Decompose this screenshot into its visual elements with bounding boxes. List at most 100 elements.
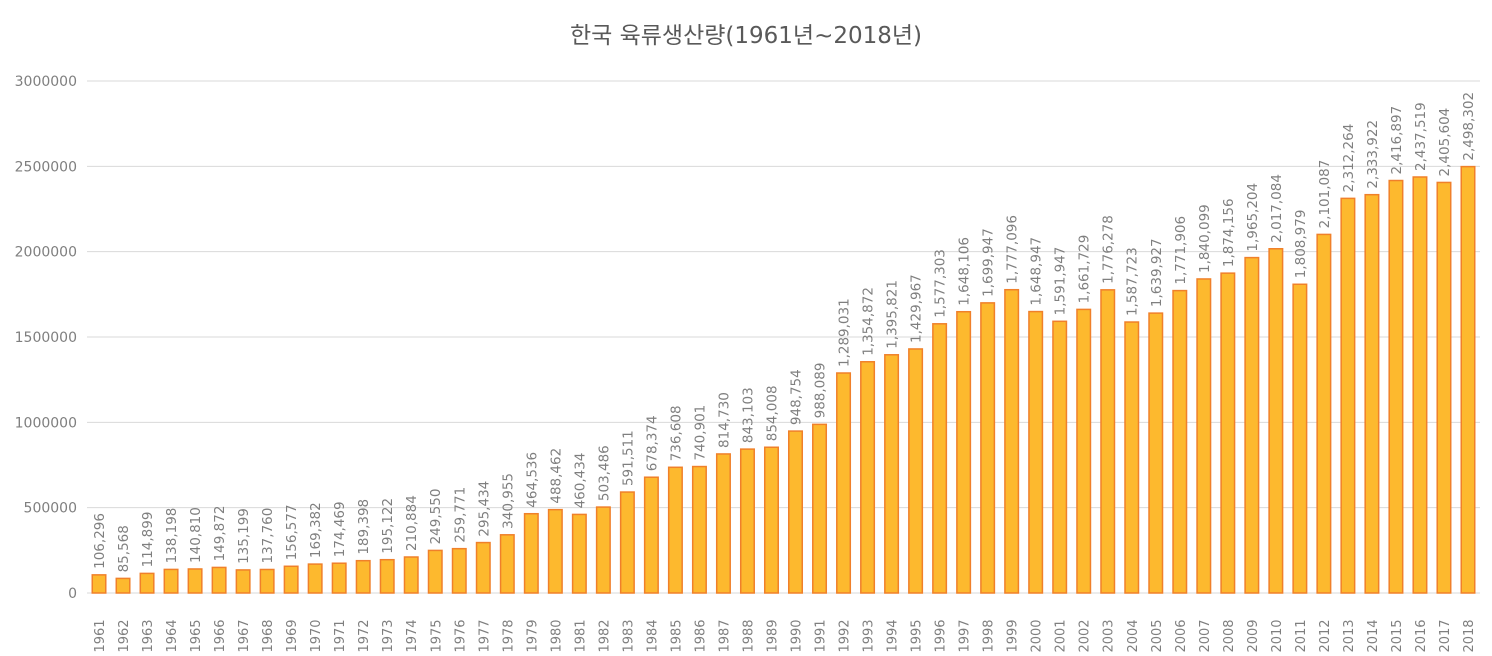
bar (812, 423, 828, 594)
y-tick-label: 1500000 (15, 330, 77, 346)
x-tick-label: 1986 (693, 619, 708, 652)
bar (643, 476, 659, 594)
x-tick-label: 2000 (1030, 619, 1045, 652)
bar (427, 549, 443, 594)
x-tick-label: 1995 (910, 619, 925, 652)
x-tick-label: 2005 (1150, 619, 1165, 652)
data-label: 295,434 (476, 481, 492, 537)
x-tick-label: 1987 (717, 619, 732, 652)
data-label: 843,103 (740, 387, 756, 443)
data-label: 195,122 (380, 498, 396, 554)
x-tick-label: 1971 (333, 619, 348, 652)
x-tick-label: 2003 (1102, 619, 1117, 652)
x-tick-label: 1973 (381, 619, 396, 652)
bar (163, 568, 179, 594)
bar (860, 361, 876, 594)
data-label: 1,661,729 (1077, 235, 1093, 304)
bar (908, 348, 924, 594)
x-tick-label: 1999 (1006, 619, 1021, 652)
x-tick-label: 1980 (549, 619, 564, 652)
data-label: 1,648,947 (1029, 237, 1045, 306)
y-tick-label: 0 (68, 586, 77, 602)
data-label: 464,536 (524, 452, 540, 508)
data-label: 1,840,099 (1197, 204, 1213, 273)
data-label: 2,312,264 (1341, 124, 1357, 193)
x-tick-label: 1977 (477, 619, 492, 652)
x-tick-label: 2007 (1198, 619, 1213, 652)
data-label: 249,550 (428, 489, 444, 545)
data-label: 854,008 (764, 385, 780, 441)
x-tick-label: 1968 (261, 619, 276, 652)
x-tick-label: 1976 (453, 619, 468, 652)
x-tick-label: 2013 (1342, 619, 1357, 652)
bar (523, 512, 539, 594)
x-tick-label: 1965 (189, 619, 204, 652)
data-labels: 106,296 85,568 114,899 138,198 140,810 149,87… (92, 92, 1477, 572)
data-label: 1,354,872 (861, 287, 877, 356)
bar (1436, 181, 1452, 594)
x-tick-label: 2010 (1270, 619, 1285, 652)
data-label: 460,434 (572, 453, 588, 509)
x-tick-label: 2009 (1246, 619, 1261, 652)
y-axis-ticks: 0 500000 1000000 1500000 2000000 2500000 30000… (15, 74, 77, 602)
bar (956, 310, 972, 594)
data-label: 156,577 (284, 504, 300, 560)
x-tick-label: 1991 (814, 619, 829, 652)
bar (571, 513, 587, 594)
bar (1244, 256, 1260, 594)
x-tick-label: 1990 (790, 619, 805, 652)
data-label: 740,901 (692, 405, 708, 461)
bar (379, 558, 395, 594)
chart-title: 한국 육류생산량(1961년~2018년) (569, 23, 923, 49)
bar (1100, 289, 1116, 594)
data-label: 149,872 (212, 506, 228, 562)
bar (667, 466, 683, 594)
data-label: 1,808,979 (1293, 210, 1309, 279)
bar (595, 506, 611, 594)
data-label: 2,405,604 (1437, 108, 1453, 177)
bar (1316, 233, 1332, 594)
bar (1364, 193, 1380, 594)
data-label: 114,899 (140, 512, 156, 568)
x-tick-label: 1979 (525, 619, 540, 652)
data-label: 174,469 (332, 501, 348, 557)
x-tick-label: 1972 (357, 619, 372, 652)
data-label: 259,771 (452, 487, 468, 543)
y-tick-label: 500000 (24, 501, 77, 517)
x-tick-label: 1963 (141, 619, 156, 652)
data-label: 1,429,967 (909, 274, 925, 343)
bar (619, 491, 635, 594)
x-tick-label: 1982 (597, 619, 612, 652)
bar (691, 465, 707, 594)
data-label: 1,699,947 (981, 228, 997, 297)
bar (547, 508, 563, 594)
data-label: 2,437,519 (1413, 102, 1429, 171)
x-tick-label: 1974 (405, 619, 420, 652)
data-label: 1,577,303 (933, 249, 949, 318)
x-tick-label: 2014 (1366, 619, 1381, 652)
bar (115, 577, 131, 594)
x-tick-label: 1969 (285, 619, 300, 652)
data-label: 1,639,927 (1149, 238, 1165, 307)
bar (1268, 248, 1284, 594)
data-label: 1,591,947 (1053, 247, 1069, 316)
y-tick-label: 2000000 (15, 245, 77, 261)
data-label: 591,511 (620, 430, 636, 486)
bar (980, 302, 996, 594)
x-tick-label: 1964 (165, 619, 180, 652)
x-tick-label: 2017 (1438, 619, 1453, 652)
bar (307, 563, 323, 594)
data-label: 736,608 (668, 405, 684, 461)
bar (1340, 197, 1356, 594)
data-label: 2,101,087 (1317, 160, 1333, 229)
bar (1172, 289, 1188, 594)
x-tick-label: 2015 (1390, 619, 1405, 652)
x-tick-label: 1967 (237, 619, 252, 652)
bar (788, 430, 804, 594)
data-label: 988,089 (813, 363, 829, 419)
data-label: 189,398 (356, 499, 372, 555)
bar (331, 562, 347, 594)
data-label: 814,730 (716, 392, 732, 448)
data-label: 1,289,031 (837, 298, 853, 367)
bar (836, 372, 852, 594)
